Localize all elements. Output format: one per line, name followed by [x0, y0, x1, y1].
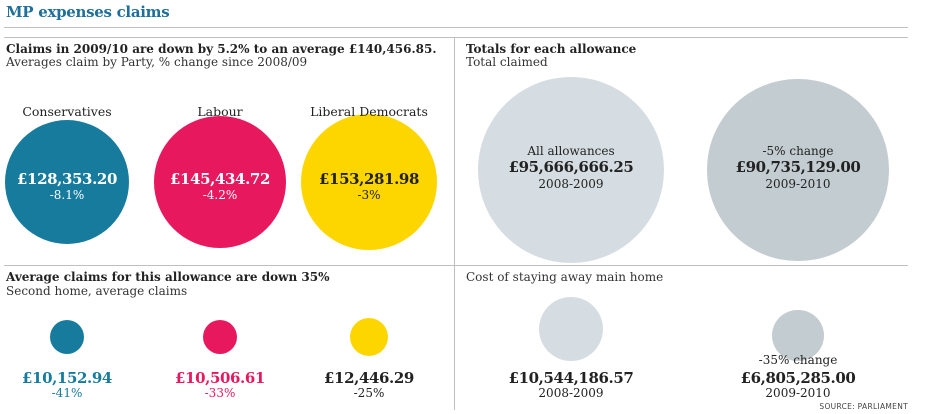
source-note: SOURCE: PARLIAMENT: [819, 402, 908, 411]
party-bubble-1: [153, 115, 287, 249]
party-label-0: Conservatives: [22, 104, 112, 119]
totals-bubble-0: [478, 77, 664, 263]
second-home-bubble-1: [202, 319, 238, 355]
second-home-bubble-0: [49, 319, 85, 355]
party-bubble-0: [4, 119, 130, 245]
totals-value-0: £95,666,666.25: [508, 158, 634, 176]
main-home-year-1: 2009-2010: [765, 386, 831, 400]
main-home-value-1: £6,805,285.00: [740, 369, 856, 387]
second-home-value-0: £10,152.94: [22, 369, 112, 387]
page-title: MP expenses claims: [6, 3, 170, 21]
second-home-panel-title: Average claims for this allowance are do…: [6, 270, 330, 284]
main-home-bubble-1: [772, 309, 824, 361]
second-home-value-1: £10,506.61: [175, 369, 265, 387]
party-value-0: £128,353.20: [17, 170, 117, 188]
title-rule: [4, 27, 908, 28]
totals-panel-title: Totals for each allowance: [466, 42, 637, 56]
top-rule: [4, 37, 908, 38]
second-home-change-2: -25%: [353, 386, 385, 400]
party-change-1: -4.2%: [202, 188, 238, 202]
totals-note-1: -5% change: [762, 144, 834, 158]
second-home-change-1: -33%: [204, 386, 236, 400]
party-change-2: -3%: [357, 188, 381, 202]
main-home-value-0: £10,544,186.57: [508, 369, 634, 387]
totals-value-1: £90,735,129.00: [735, 158, 861, 176]
party-panel-title: Claims in 2009/10 are down by 5.2% to an…: [6, 42, 437, 56]
second-home-change-0: -41%: [51, 386, 83, 400]
main-home-year-0: 2008-2009: [538, 386, 604, 400]
second-home-value-2: £12,446.29: [324, 369, 414, 387]
party-panel-subtitle: Averages claim by Party, % change since …: [6, 55, 308, 69]
totals-year-1: 2009-2010: [765, 177, 831, 191]
totals-bubble-1: [707, 79, 889, 261]
column-divider: [454, 38, 455, 410]
middle-rule: [4, 265, 908, 266]
party-label-2: Liberal Democrats: [310, 104, 428, 119]
party-value-1: £145,434.72: [170, 170, 270, 188]
party-bubble-2: [301, 114, 437, 250]
second-home-bubble-2: [350, 318, 388, 356]
party-change-0: -8.1%: [49, 188, 85, 202]
main-home-panel-title: Cost of staying away main home: [466, 270, 664, 284]
party-label-1: Labour: [197, 104, 243, 119]
main-home-note-1: -35% change: [758, 353, 838, 367]
main-home-bubble-0: [539, 297, 603, 361]
second-home-panel-subtitle: Second home, average claims: [6, 284, 188, 298]
totals-year-0: 2008-2009: [538, 177, 604, 191]
totals-panel-subtitle: Total claimed: [466, 55, 548, 69]
totals-note-0: All allowances: [527, 144, 615, 158]
party-value-2: £153,281.98: [319, 170, 419, 188]
